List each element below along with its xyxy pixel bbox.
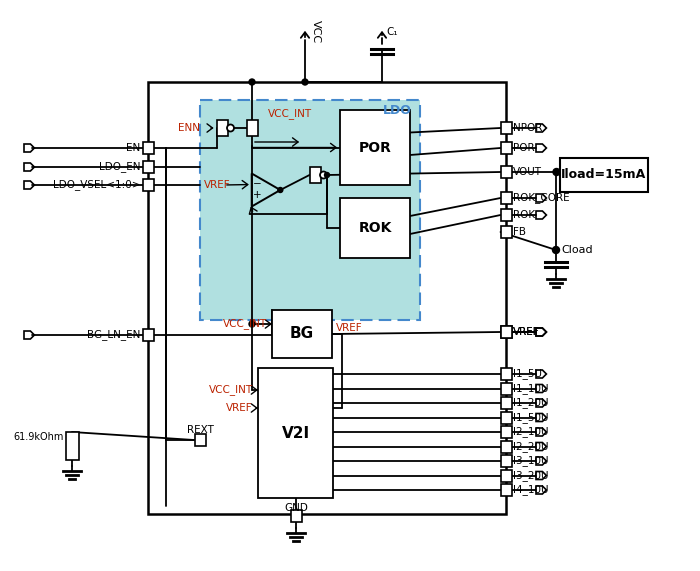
Circle shape	[552, 247, 559, 254]
Text: BG_LN_EN: BG_LN_EN	[87, 329, 140, 340]
Text: GND: GND	[284, 503, 308, 513]
Bar	[148, 82, 506, 514]
Text: V2I: V2I	[281, 425, 309, 440]
Text: VCC: VCC	[311, 21, 321, 43]
Text: VCC_INT: VCC_INT	[268, 108, 312, 119]
Text: LDO_EN: LDO_EN	[99, 162, 140, 172]
Bar	[500, 326, 512, 338]
Text: I1_10U: I1_10U	[513, 383, 549, 394]
Bar	[500, 455, 512, 467]
Bar	[500, 412, 512, 424]
Text: POR: POR	[513, 143, 535, 153]
Text: VREF: VREF	[513, 327, 540, 337]
Bar	[500, 440, 512, 452]
Text: ROK: ROK	[358, 221, 392, 235]
Bar	[143, 179, 153, 191]
Bar	[309, 167, 321, 183]
Bar	[560, 158, 648, 192]
Text: FB: FB	[513, 227, 526, 237]
Text: C₁: C₁	[386, 27, 398, 37]
Circle shape	[325, 172, 330, 178]
Text: VREF: VREF	[226, 403, 253, 413]
Bar	[500, 192, 512, 204]
Bar	[143, 161, 153, 173]
Text: EN: EN	[126, 143, 140, 153]
Bar	[500, 397, 512, 409]
Text: ENN: ENN	[178, 123, 200, 133]
Text: NPOR: NPOR	[513, 123, 542, 133]
Text: REXT: REXT	[187, 425, 214, 435]
Text: I4_10U: I4_10U	[513, 485, 549, 496]
Text: I3_20U: I3_20U	[513, 470, 549, 481]
Bar	[216, 120, 228, 136]
Text: Cload: Cload	[561, 245, 593, 255]
Text: +: +	[253, 191, 262, 200]
Text: I3_10U: I3_10U	[513, 456, 549, 467]
Bar	[200, 100, 420, 320]
Bar	[500, 426, 512, 438]
Text: I1_20U: I1_20U	[513, 397, 549, 408]
Bar	[143, 142, 153, 154]
Text: LDO_VSEL<1:0>: LDO_VSEL<1:0>	[52, 179, 140, 191]
Text: ROK_CORE: ROK_CORE	[513, 192, 570, 203]
Text: POR: POR	[358, 140, 391, 155]
Bar	[500, 226, 512, 238]
Bar	[66, 432, 78, 460]
Bar	[500, 122, 512, 134]
Bar	[340, 198, 410, 258]
Text: LDO: LDO	[383, 103, 412, 116]
Circle shape	[278, 187, 283, 192]
Text: I1_50U: I1_50U	[513, 412, 549, 423]
Text: VREF: VREF	[513, 327, 540, 337]
Text: −: −	[253, 179, 262, 190]
Text: VREF: VREF	[336, 323, 363, 333]
Bar	[500, 368, 512, 380]
Text: VREF: VREF	[204, 180, 230, 190]
Bar	[500, 142, 512, 154]
Text: I2_10U: I2_10U	[513, 427, 549, 437]
Bar	[500, 326, 512, 338]
Text: BG: BG	[290, 327, 314, 341]
Bar	[290, 510, 302, 522]
Bar	[143, 329, 153, 341]
Text: VCC_INT: VCC_INT	[223, 319, 267, 329]
Bar	[340, 110, 410, 185]
Text: I2_20U: I2_20U	[513, 441, 549, 452]
Circle shape	[249, 321, 255, 327]
Bar	[500, 469, 512, 481]
Text: VCC_INT: VCC_INT	[209, 384, 253, 396]
Circle shape	[227, 124, 234, 131]
Bar	[500, 166, 512, 178]
Circle shape	[249, 79, 255, 85]
Bar	[500, 383, 512, 395]
Text: 61.9kOhm: 61.9kOhm	[13, 432, 64, 442]
Text: Iload=15mA: Iload=15mA	[561, 168, 647, 182]
Text: I1_5U: I1_5U	[513, 368, 542, 380]
Bar	[500, 209, 512, 221]
Circle shape	[553, 168, 560, 175]
Bar	[272, 310, 332, 358]
Text: VOUT: VOUT	[513, 167, 542, 177]
Bar	[500, 484, 512, 496]
Bar	[195, 434, 206, 446]
Circle shape	[302, 79, 308, 85]
Bar	[246, 120, 258, 136]
Circle shape	[320, 171, 327, 179]
Bar	[258, 368, 333, 498]
Text: ROK: ROK	[513, 210, 535, 220]
